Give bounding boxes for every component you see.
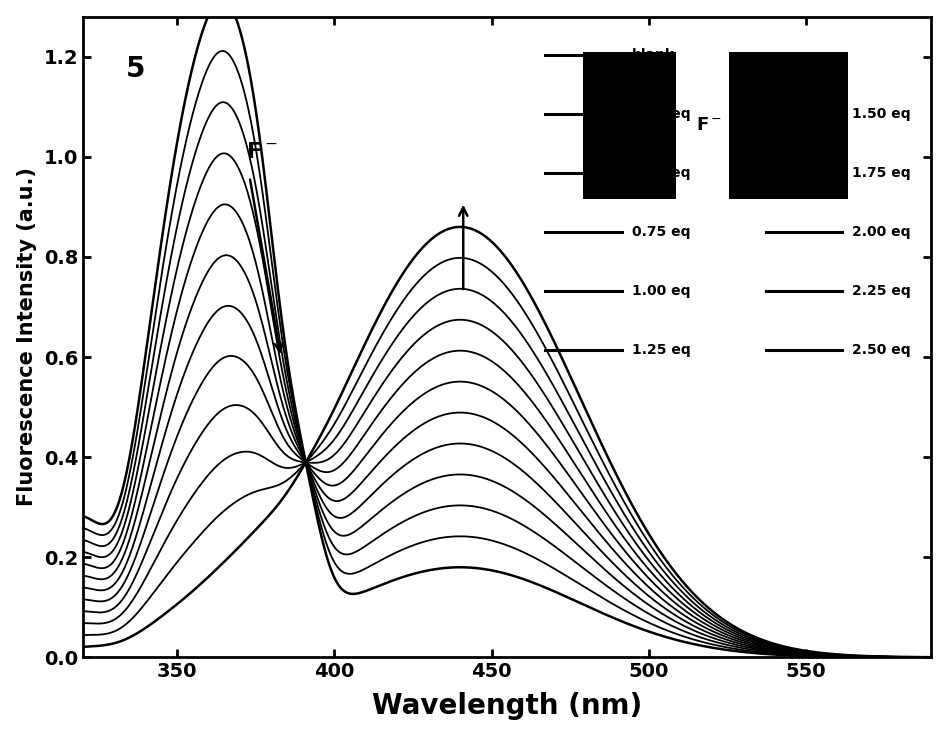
Bar <box>729 52 848 199</box>
Text: F$^-$: F$^-$ <box>246 142 278 162</box>
Text: 0.25 eq: 0.25 eq <box>632 107 690 121</box>
Text: 5: 5 <box>125 55 145 83</box>
Text: 2.00 eq: 2.00 eq <box>852 225 911 239</box>
X-axis label: Wavelength (nm): Wavelength (nm) <box>373 692 643 720</box>
Text: 2.25 eq: 2.25 eq <box>852 284 911 298</box>
Text: 2.50 eq: 2.50 eq <box>852 343 911 357</box>
Text: 1.75 eq: 1.75 eq <box>852 166 911 180</box>
Text: 1.00 eq: 1.00 eq <box>632 284 690 298</box>
Text: 0.50 eq: 0.50 eq <box>632 166 690 180</box>
Bar <box>583 52 676 199</box>
Text: F$^-$: F$^-$ <box>696 116 722 134</box>
Text: 1.50 eq: 1.50 eq <box>852 107 911 121</box>
Y-axis label: Fluorescence Intensity (a.u.): Fluorescence Intensity (a.u.) <box>17 167 37 506</box>
Text: 0.75 eq: 0.75 eq <box>632 225 690 239</box>
Text: blank: blank <box>632 48 675 62</box>
Text: 1.25 eq: 1.25 eq <box>632 343 691 357</box>
